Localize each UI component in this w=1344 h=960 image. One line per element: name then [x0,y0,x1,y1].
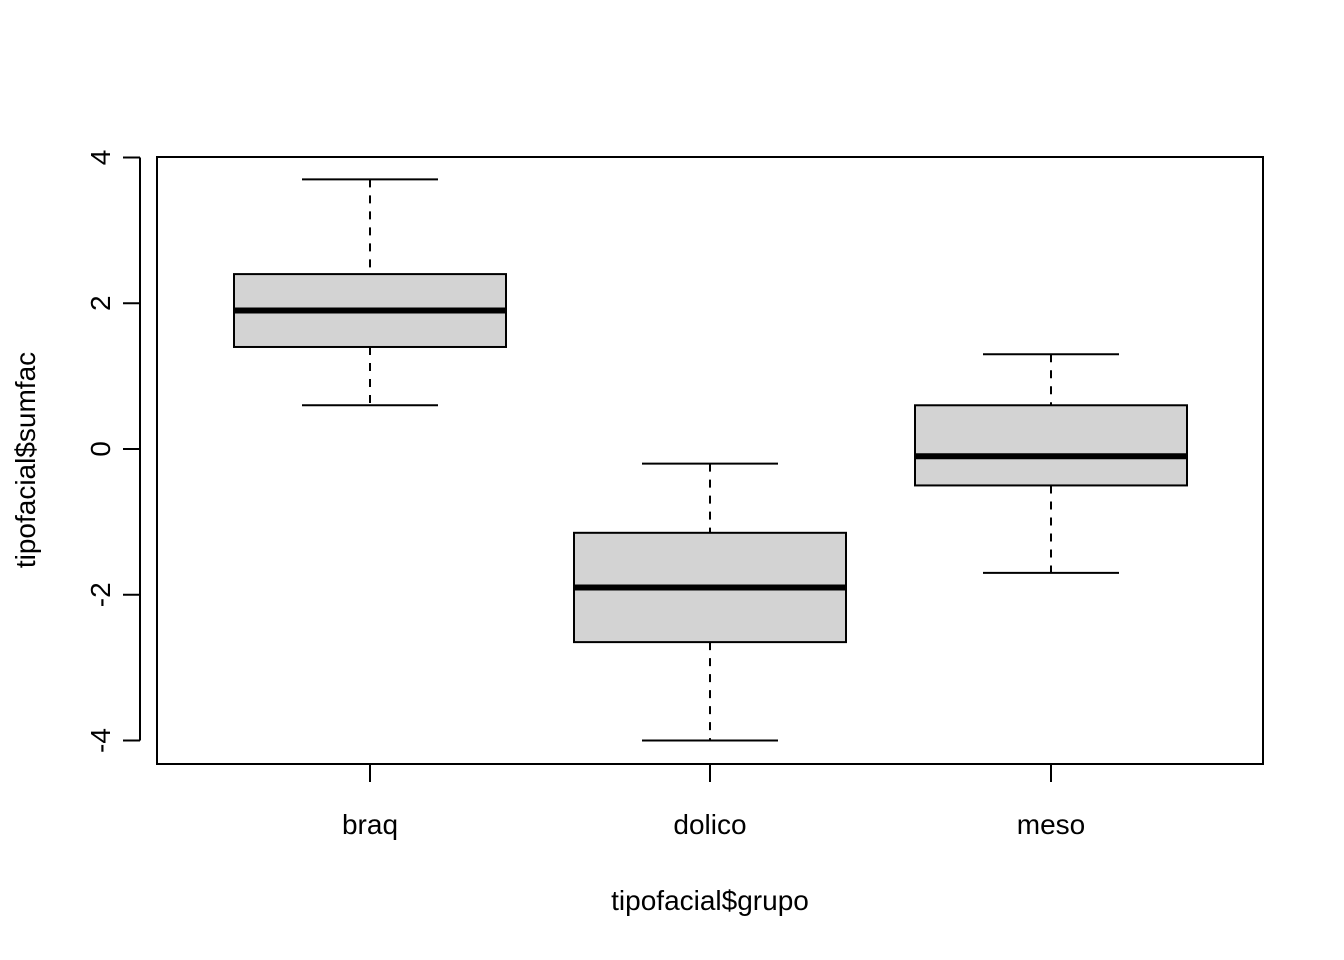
box-dolico [573,462,847,742]
y-axis: -4 -2 0 2 4 [85,150,141,753]
box-braq [233,178,507,407]
y-tick-label: 0 [85,441,116,457]
y-tick-label: -4 [85,728,116,753]
x-tick-label: braq [342,809,398,840]
box-group [233,178,1188,742]
y-tick-label: 2 [85,295,116,311]
x-axis: braq dolico meso [342,764,1085,840]
y-axis-label: tipofacial$sumfac [10,352,41,568]
y-tick-label: 4 [85,150,116,166]
x-axis-label: tipofacial$grupo [611,885,809,916]
y-tick-label: -2 [85,582,116,607]
x-tick-label: dolico [673,809,746,840]
box-meso [914,353,1188,574]
x-tick-label: meso [1017,809,1085,840]
box-iqr [914,404,1188,487]
